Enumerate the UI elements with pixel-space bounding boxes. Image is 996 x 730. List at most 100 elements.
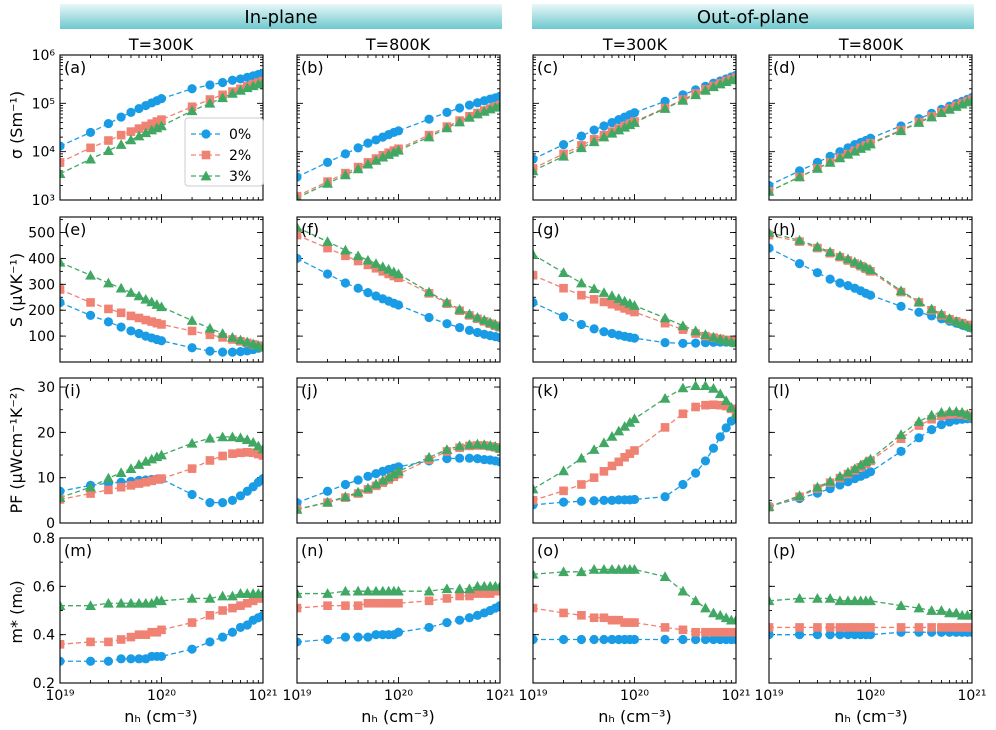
data-point-0% xyxy=(769,630,774,640)
data-point-2% xyxy=(455,591,464,601)
data-point-2% xyxy=(660,318,670,328)
data-point-3% xyxy=(204,593,216,603)
data-point-3% xyxy=(235,432,246,443)
data-point-0% xyxy=(660,492,670,502)
data-point-2% xyxy=(394,598,403,608)
data-point-0% xyxy=(495,601,500,611)
x-tick-label: 10¹⁹ xyxy=(45,688,74,704)
data-point-2% xyxy=(141,630,151,639)
data-point-3% xyxy=(257,341,263,352)
data-point-0% xyxy=(533,634,538,645)
data-point-0% xyxy=(794,259,805,269)
legend-marker xyxy=(200,170,212,181)
data-point-2% xyxy=(248,448,258,458)
data-point-2% xyxy=(625,305,635,315)
data-point-3% xyxy=(133,130,145,141)
data-point-0% xyxy=(576,131,587,141)
data-point-3% xyxy=(85,600,96,610)
series-group xyxy=(533,70,736,176)
axes-frame xyxy=(768,377,973,524)
data-point-3% xyxy=(257,443,263,454)
data-point-0% xyxy=(558,497,569,507)
data-point-3% xyxy=(936,407,947,417)
data-point-3% xyxy=(464,439,475,449)
data-point-3% xyxy=(322,588,333,598)
data-point-3% xyxy=(60,168,66,179)
y-tick-label: 0.2 xyxy=(33,676,55,692)
xlabel-col-2: nₕ (cm⁻³) xyxy=(361,707,434,726)
data-point-0% xyxy=(424,622,434,633)
data-point-0% xyxy=(60,656,65,666)
data-point-2% xyxy=(187,464,197,473)
data-point-3% xyxy=(252,440,263,451)
data-point-0% xyxy=(629,494,640,505)
data-point-0% xyxy=(363,288,373,298)
data-point-3% xyxy=(700,329,711,339)
data-point-0% xyxy=(700,634,711,645)
data-point-0% xyxy=(297,253,302,264)
data-point-3% xyxy=(659,312,671,323)
series-group xyxy=(60,431,263,508)
data-point-3% xyxy=(494,580,500,591)
data-point-3% xyxy=(370,258,382,268)
data-point-0% xyxy=(126,654,136,664)
data-point-3% xyxy=(794,490,805,501)
panel-label: (a) xyxy=(64,58,86,77)
data-point-0% xyxy=(936,420,947,430)
data-point-0% xyxy=(558,140,569,150)
data-point-3% xyxy=(494,100,500,110)
data-point-3% xyxy=(824,475,836,486)
x-tick-label: 10²⁰ xyxy=(620,688,649,704)
data-point-3% xyxy=(913,117,925,127)
data-point-0% xyxy=(708,443,719,453)
x-tick-label: 10²⁰ xyxy=(147,688,176,704)
data-point-0% xyxy=(629,333,640,343)
data-point-2% xyxy=(614,615,624,625)
data-point-2% xyxy=(599,467,609,476)
data-point-0% xyxy=(116,322,126,332)
data-point-2% xyxy=(378,267,388,276)
data-point-0% xyxy=(363,471,373,481)
y-tick-label: 300 xyxy=(28,277,55,293)
data-point-0% xyxy=(896,446,906,457)
data-point-3% xyxy=(842,253,854,264)
x-tick-label: 10²¹ xyxy=(485,688,514,704)
data-point-3% xyxy=(944,103,955,114)
panel-d: (d) xyxy=(768,54,973,201)
data-point-3% xyxy=(103,597,114,608)
data-point-0% xyxy=(660,337,670,348)
series-group xyxy=(769,593,972,640)
axes-frame xyxy=(59,377,264,524)
data-point-0% xyxy=(678,634,688,645)
data-point-3% xyxy=(322,236,333,246)
data-point-2% xyxy=(731,407,736,417)
data-point-2% xyxy=(378,598,388,608)
data-point-2% xyxy=(60,285,65,294)
data-point-3% xyxy=(494,320,500,331)
data-point-2% xyxy=(678,625,688,635)
data-point-0% xyxy=(371,630,381,640)
data-point-2% xyxy=(630,618,639,627)
data-point-0% xyxy=(691,338,701,348)
data-point-3% xyxy=(794,171,805,182)
data-point-3% xyxy=(362,158,374,169)
data-point-0% xyxy=(865,630,876,640)
data-point-0% xyxy=(455,103,465,113)
data-point-3% xyxy=(558,566,569,577)
data-point-0% xyxy=(607,495,617,505)
data-point-3% xyxy=(186,437,198,448)
data-point-0% xyxy=(825,274,835,284)
data-point-3% xyxy=(227,431,238,442)
data-point-3% xyxy=(217,328,229,338)
data-point-2% xyxy=(769,623,774,632)
data-point-2% xyxy=(866,623,875,632)
data-point-0% xyxy=(60,141,65,151)
data-point-3% xyxy=(340,169,351,180)
data-point-2% xyxy=(479,589,489,598)
data-point-2% xyxy=(147,476,156,486)
data-point-2% xyxy=(242,448,252,457)
y-tick-label: 20 xyxy=(37,425,55,441)
series-group xyxy=(60,256,263,357)
data-point-3% xyxy=(824,156,836,167)
